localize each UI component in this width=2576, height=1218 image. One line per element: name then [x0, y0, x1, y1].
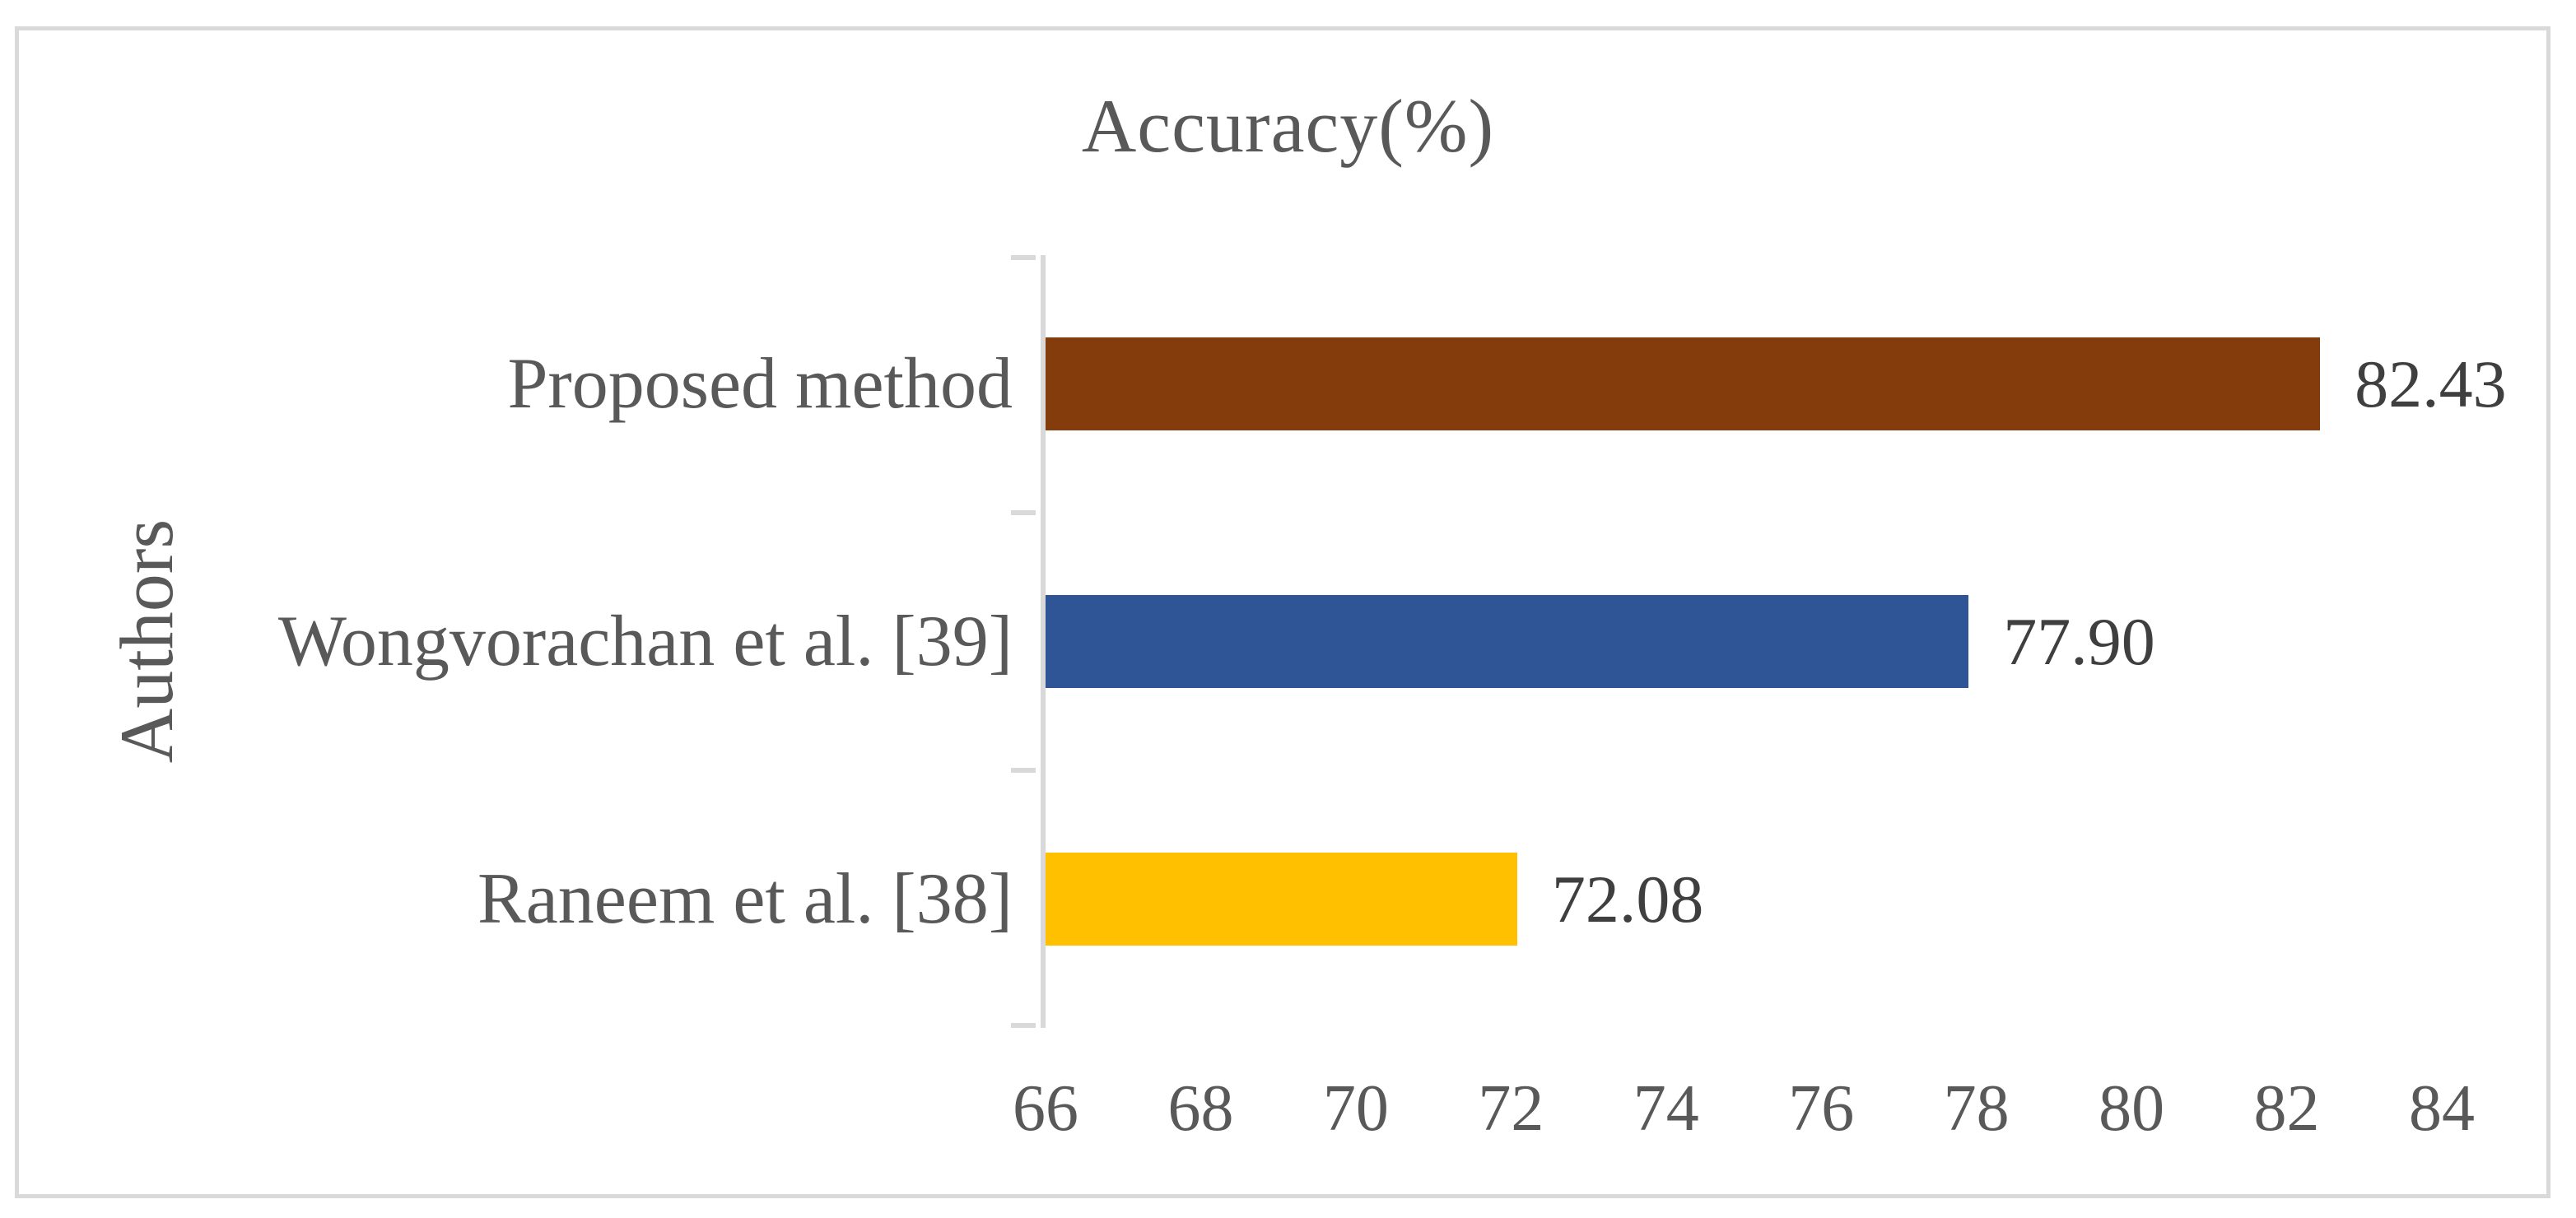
bar-row: 72.08: [1046, 770, 2442, 1028]
category-axis-line: [1011, 255, 1046, 1028]
value-label-raneem: 72.08: [1551, 861, 1704, 937]
x-tick-label: 84: [2409, 1072, 2475, 1145]
bar-row: 82.43: [1046, 255, 2507, 513]
x-tick-label: 74: [1633, 1072, 1699, 1145]
x-tick-label: 82: [2253, 1072, 2320, 1145]
x-tick-label: 72: [1478, 1072, 1544, 1145]
category-label-wongvorachan: Wongvorachan et al. [39]: [277, 602, 1013, 681]
x-tick-label: 70: [1322, 1072, 1389, 1145]
bar-proposed-method: [1046, 337, 2321, 430]
value-label-proposed-method: 82.43: [2355, 346, 2507, 421]
x-tick-label: 68: [1167, 1072, 1234, 1145]
bar-wongvorachan: [1046, 595, 1969, 688]
axis-tick-mark: [1011, 768, 1036, 773]
x-tick-label: 78: [1943, 1072, 2010, 1145]
chart-title: Accuracy(%): [1081, 84, 1495, 168]
x-tick-label: 66: [1013, 1072, 1078, 1145]
plot-area: 82.43 77.90 72.08: [1011, 255, 2507, 1028]
axis-tick-mark: [1011, 509, 1036, 515]
category-axis-labels: Proposed method Wongvorachan et al. [39]…: [0, 255, 1013, 1028]
value-label-wongvorachan: 77.90: [2003, 603, 2155, 679]
value-axis-labels: 66 68 70 72 74 76 78 80 82 84: [1013, 1072, 2475, 1162]
axis-tick-mark: [1011, 255, 1036, 260]
x-tick-label: 76: [1788, 1072, 1855, 1145]
category-label-proposed-method: Proposed method: [507, 344, 1013, 424]
bar-row: 77.90: [1046, 513, 2442, 770]
category-label-raneem: Raneem et al. [38]: [477, 859, 1013, 939]
bar-raneem: [1046, 853, 1517, 946]
axis-tick-mark: [1011, 1023, 1036, 1028]
x-tick-label: 80: [2099, 1072, 2165, 1145]
